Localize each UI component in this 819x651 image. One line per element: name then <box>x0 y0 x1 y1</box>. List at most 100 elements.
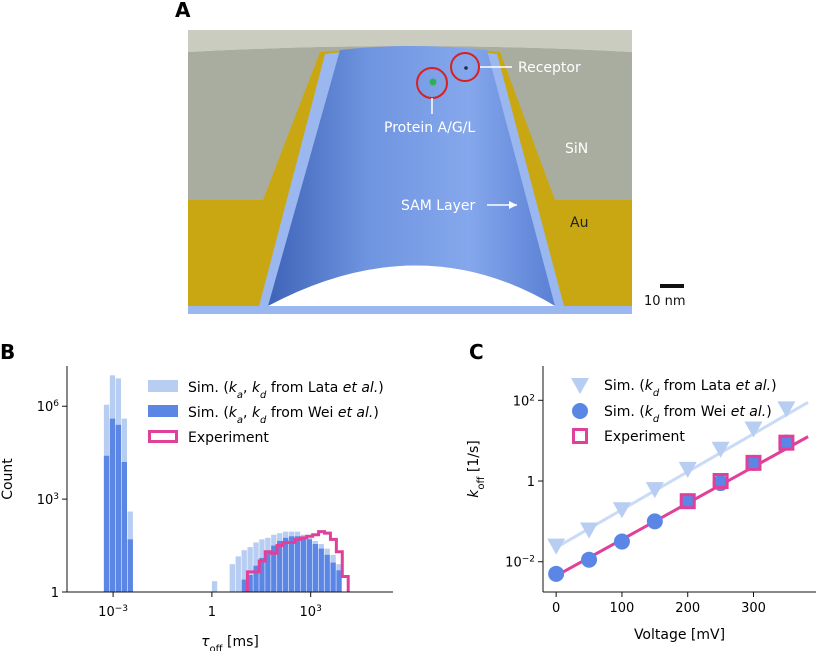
c-legend-label-2: Experiment <box>604 429 685 445</box>
c-ytick-label-2-base: 10 <box>513 394 530 409</box>
c-legend-etal-1: et al. <box>731 404 766 420</box>
hist-bar-s0-9 <box>247 547 253 592</box>
b-legend-ka-1: k <box>229 405 238 421</box>
c-legend-marker-1 <box>572 403 588 419</box>
protein-label: Protein A/G/L <box>384 120 475 136</box>
b-xtick-label-2-base: 10 <box>300 605 317 620</box>
b-legend-pre-1: Sim. ( <box>188 405 229 421</box>
b-legend-kd-sub-0: d <box>260 390 267 401</box>
b-legend-mid-0: , <box>243 380 252 396</box>
c-ylabel: koff [1/s] <box>466 440 487 497</box>
c-wei-point-1 <box>581 551 598 568</box>
c-ytick-label-1: 1 <box>527 475 535 490</box>
b-xtick-label-2-exp: 3 <box>316 604 322 614</box>
c-legend-pre-1: Sim. ( <box>604 404 645 420</box>
receptor-dot <box>464 66 468 70</box>
c-ytick-label-0-exp: −2 <box>522 555 535 565</box>
hist-bar-s1-15 <box>300 537 307 592</box>
c-xtick-label-1: 100 <box>610 601 635 616</box>
b-xtick-label-0: 10−3 <box>98 604 128 620</box>
hist-bar-s1-1 <box>109 418 116 592</box>
pore-cone <box>268 46 555 306</box>
hist-bar-s1-6 <box>247 574 253 592</box>
b-xtick-label-2: 103 <box>300 604 322 620</box>
panel-a-letter: A <box>175 0 191 22</box>
b-ytick-label-1-base: 10 <box>37 493 54 508</box>
c-lata-point-5 <box>711 441 730 458</box>
c-wei-point-4 <box>679 493 696 510</box>
b-legend-mid-1: , <box>243 405 252 421</box>
hist-bar-s1-16 <box>306 539 313 592</box>
c-exp-point-3 <box>778 434 795 451</box>
hist-bar-s1-2 <box>115 424 122 592</box>
c-lata-point-7 <box>777 401 796 418</box>
b-ytick-label-0-base: 1 <box>51 586 59 601</box>
c-legend-end-0: ) <box>771 378 776 394</box>
c-wei-point-6 <box>745 454 762 471</box>
b-legend-swatch-2 <box>148 430 178 443</box>
c-legend-pre-2: Experiment <box>604 429 685 445</box>
c-lata-point-6 <box>744 421 763 438</box>
b-xlabel: τoff [ms] <box>201 634 259 651</box>
b-legend-ka-0: k <box>229 380 238 396</box>
protein-dot <box>429 78 437 86</box>
b-xlabel-unit: [ms] <box>223 634 259 650</box>
scale-label: 10 nm <box>644 294 686 309</box>
hist-bar-s1-10 <box>271 545 277 592</box>
c-ytick-label-1-base: 1 <box>527 475 535 490</box>
c-lata-point-4 <box>678 461 697 478</box>
hist-bar-s0-6 <box>229 564 235 592</box>
c-ytick-label-2: 102 <box>513 393 535 409</box>
receptor-circle <box>450 52 480 82</box>
hist-bar-s1-19 <box>324 554 330 592</box>
b-legend-label-1: Sim. (ka, kd from Wei et al.) <box>188 405 379 426</box>
b-legend-end-0: ) <box>378 380 383 396</box>
hist-bar-s1-11 <box>277 540 283 592</box>
b-ylabel: Count <box>0 458 16 500</box>
hist-bar-s1-20 <box>330 562 336 592</box>
b-xtick-label-0-exp: −3 <box>115 604 128 614</box>
b-legend-kd-1: k <box>252 405 261 421</box>
panel-a-illustration: Receptor Protein A/G/L SiN SAM Layer Au … <box>188 30 686 314</box>
c-legend-post-1: from Wei <box>659 404 730 420</box>
b-legend-etal-0: et al. <box>343 380 378 396</box>
b-legend-label-2: Experiment <box>188 430 269 446</box>
b-legend-kd-0: k <box>252 380 261 396</box>
c-legend-kd-0: k <box>645 378 654 394</box>
b-legend-ka-sub-0: a <box>237 390 243 401</box>
b-ytick-label-2-base: 10 <box>37 400 54 415</box>
c-legend-kd-sub-1: d <box>653 414 660 425</box>
hist-bar-s0-8 <box>241 550 247 592</box>
b-ytick-label-1-exp: 3 <box>53 492 59 502</box>
c-ytick-label-2-exp: 2 <box>529 393 535 403</box>
c-ytick-label-0: 10−2 <box>505 555 535 571</box>
b-legend-pre-0: Sim. ( <box>188 380 229 396</box>
b-xtick-label-0-base: 10 <box>98 605 115 620</box>
c-legend-label-0: Sim. (kd from Lata et al.) <box>604 378 777 399</box>
b-ytick-label-2-exp: 6 <box>53 399 59 409</box>
experiment-step-line <box>245 530 350 592</box>
hist-bar-s0-5 <box>211 581 218 592</box>
hist-bar-s1-14 <box>294 536 301 592</box>
b-legend-swatch-1 <box>148 405 178 417</box>
hist-bar-s1-12 <box>283 537 289 592</box>
c-xtick-label-0: 0 <box>552 601 560 616</box>
sam-label: SAM Layer <box>401 198 476 214</box>
c-legend-label-1: Sim. (kd from Wei et al.) <box>604 404 772 425</box>
c-legend-pre-0: Sim. ( <box>604 378 645 394</box>
c-ylabel-sub: off <box>476 475 487 489</box>
c-fit-line-0 <box>555 401 809 549</box>
c-legend-marker-0 <box>571 378 589 394</box>
c-xtick-label-3: 300 <box>741 601 766 616</box>
c-legend-etal-0: et al. <box>736 378 771 394</box>
c-wei-point-2 <box>613 533 630 550</box>
c-wei-point-7 <box>778 434 795 451</box>
b-xlabel-sym: τ <box>201 634 210 650</box>
pore-opening <box>268 265 555 306</box>
sam-arrowhead <box>509 201 517 209</box>
b-legend-label-0: Sim. (ka, kd from Lata et al.) <box>188 380 384 401</box>
hist-bar-s1-8 <box>259 557 265 592</box>
c-lata-point-2 <box>612 502 631 519</box>
b-legend-etal-1: et al. <box>338 405 373 421</box>
